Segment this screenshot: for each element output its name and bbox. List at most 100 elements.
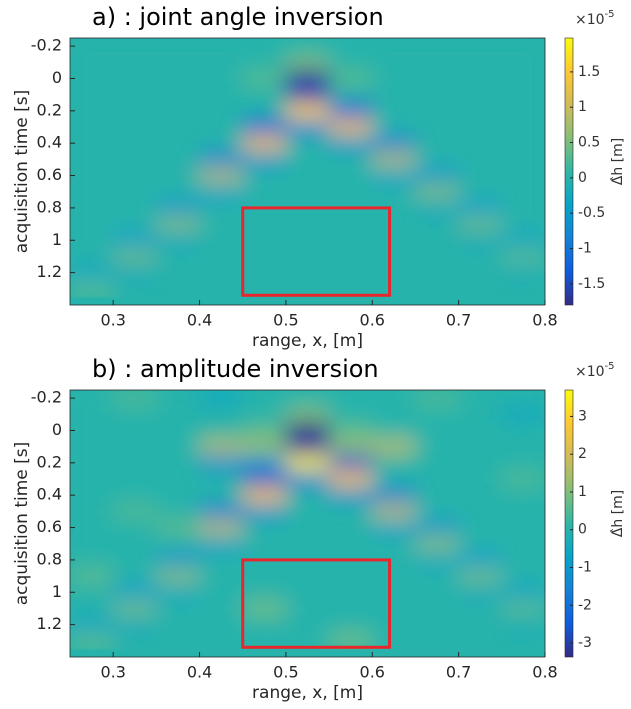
heatmap-cell xyxy=(415,600,460,618)
heatmap-cell xyxy=(199,264,244,282)
heatmap-cell xyxy=(329,38,373,55)
heatmap-cell xyxy=(156,70,201,88)
heatmap-cell xyxy=(285,280,330,298)
heatmap-cell xyxy=(70,422,114,440)
heatmap-cell xyxy=(70,199,114,217)
heatmap-cell xyxy=(113,216,157,233)
heatmap-cell xyxy=(372,616,416,634)
heatmap-cell xyxy=(242,470,287,488)
heatmap-cell xyxy=(70,118,114,136)
heatmap-cell xyxy=(242,135,287,152)
heatmap-cell xyxy=(199,519,244,537)
y-tick-label: 0.2 xyxy=(37,100,62,119)
heatmap-cell xyxy=(199,503,244,520)
heatmap-cell xyxy=(372,568,416,585)
heatmap-cell xyxy=(458,70,503,88)
axes-frame xyxy=(69,389,546,658)
heatmap-cell xyxy=(113,454,157,472)
heatmap-cell xyxy=(199,151,244,168)
heatmap-cell xyxy=(113,616,157,634)
heatmap-cell xyxy=(199,135,244,152)
colorbar-tick-label: 0 xyxy=(578,522,587,538)
heatmap-cell xyxy=(372,183,416,201)
heatmap-cell xyxy=(70,54,114,71)
heatmap-cell xyxy=(329,151,373,168)
heatmap-cell xyxy=(113,135,157,152)
heatmap-cell xyxy=(70,487,114,504)
heatmap-cell xyxy=(285,102,330,120)
heatmap-cell xyxy=(70,454,114,472)
heatmap-cell xyxy=(285,568,330,585)
heatmap-cell xyxy=(199,470,244,488)
heatmap-cell xyxy=(501,183,545,201)
heatmap-cell xyxy=(285,600,330,618)
heatmap-cell xyxy=(458,600,503,618)
heatmap-cell xyxy=(415,54,460,71)
heatmap-cell xyxy=(70,151,114,168)
heatmap-cell xyxy=(70,535,114,553)
colorbar-tick-label: -1 xyxy=(578,240,592,256)
x-tick-label: 0.8 xyxy=(532,663,557,682)
heatmap-cell xyxy=(329,584,373,601)
heatmap-cell xyxy=(415,183,460,201)
highlight-box xyxy=(241,206,392,297)
x-tick-label: 0.5 xyxy=(273,663,298,682)
heatmap-cell xyxy=(156,568,201,585)
heatmap-cell xyxy=(113,568,157,585)
heatmap-cell xyxy=(458,167,503,185)
heatmap-cell xyxy=(70,632,114,650)
chart-title: a) : joint angle inversion xyxy=(92,3,384,31)
heatmap-cell xyxy=(70,568,114,585)
heatmap-cell xyxy=(113,167,157,185)
heatmap-cell xyxy=(113,632,157,650)
heatmap-cell xyxy=(70,264,114,282)
heatmap-cell xyxy=(501,422,545,440)
heatmap-cell xyxy=(501,568,545,585)
y-tick-label: 0.2 xyxy=(37,452,62,471)
plot-area xyxy=(70,38,545,305)
heatmap-cell xyxy=(458,151,503,168)
x-axis-label: range, x, [m] xyxy=(252,331,363,351)
heatmap-cell xyxy=(156,38,201,55)
heatmap-cell xyxy=(415,167,460,185)
heatmap-cell xyxy=(285,503,330,520)
heatmap-cell xyxy=(199,600,244,618)
heatmap-cell xyxy=(458,102,503,120)
heatmap-cell xyxy=(501,167,545,185)
heatmap-cell xyxy=(156,584,201,601)
heatmap-cell xyxy=(285,118,330,136)
heatmap-cell xyxy=(70,86,114,104)
colorbar-tick-label: 1.5 xyxy=(578,64,600,80)
x-tick-label: 0.7 xyxy=(446,663,471,682)
heatmap-cell xyxy=(199,280,244,298)
heatmap-cell xyxy=(285,38,330,55)
heatmap-cell xyxy=(458,118,503,136)
heatmap-cell xyxy=(156,406,201,423)
heatmap-cell xyxy=(199,38,244,55)
heatmap-cell xyxy=(242,54,287,71)
heatmap-cell xyxy=(415,102,460,120)
heatmap-cell xyxy=(372,248,416,266)
heatmap-cell xyxy=(156,600,201,618)
heatmap-cell xyxy=(242,70,287,88)
heatmap-cell xyxy=(199,551,244,569)
colorbar-label: Δ̂h [m] xyxy=(610,138,626,185)
heatmap-cell xyxy=(458,438,503,456)
heatmap-cell xyxy=(458,264,503,282)
heatmap-cell xyxy=(113,102,157,120)
heatmap-cell xyxy=(156,438,201,456)
heatmap-cell xyxy=(156,54,201,71)
heatmap-cell xyxy=(199,199,244,217)
heatmap-cell xyxy=(372,487,416,504)
colorbar-multiplier: ×10-5 xyxy=(575,361,615,380)
highlight-box xyxy=(241,558,392,649)
y-axis-label: acquisition time [s] xyxy=(12,442,32,606)
heatmap-cell xyxy=(329,54,373,71)
heatmap-cell xyxy=(415,519,460,537)
heatmap-cell xyxy=(156,232,201,249)
heatmap-cell xyxy=(372,470,416,488)
heatmap-cell xyxy=(199,70,244,88)
heatmap-cell xyxy=(113,151,157,168)
heatmap-cell xyxy=(415,248,460,266)
x-axis-label: range, x, [m] xyxy=(252,683,363,703)
